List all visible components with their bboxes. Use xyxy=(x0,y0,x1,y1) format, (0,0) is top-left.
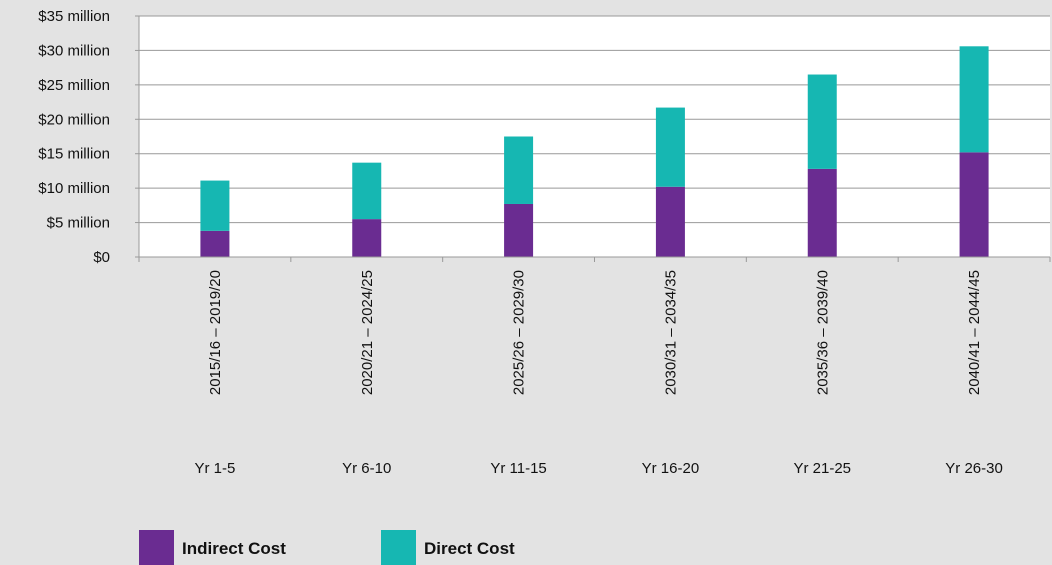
indirect-cost-bar xyxy=(959,152,989,257)
x-period-label: Yr 11-15 xyxy=(490,460,546,477)
legend-label: Indirect Cost xyxy=(182,539,286,558)
direct-cost-bar xyxy=(807,74,837,169)
indirect-cost-bar xyxy=(504,203,534,257)
x-tick-label: 2030/31 – 2034/35 xyxy=(662,270,679,395)
x-period-label: Yr 21-25 xyxy=(793,460,851,477)
y-tick-label: $35 million xyxy=(38,8,110,25)
direct-cost-bar xyxy=(655,107,685,187)
y-tick-label: $30 million xyxy=(38,42,110,59)
direct-cost-bar xyxy=(959,46,989,153)
indirect-cost-bar xyxy=(200,230,230,257)
x-period-label: Yr 6-10 xyxy=(342,460,391,477)
y-tick-label: $10 million xyxy=(38,180,110,197)
indirect-cost-bar xyxy=(352,219,382,257)
x-tick-label: 2020/21 – 2024/25 xyxy=(359,270,376,395)
x-period-label: Yr 16-20 xyxy=(642,460,700,477)
legend-label: Direct Cost xyxy=(424,539,515,558)
plot-area xyxy=(139,16,1050,257)
legend-swatch-direct xyxy=(381,530,416,565)
y-tick-label: $0 xyxy=(93,249,110,266)
x-tick-label: 2035/36 – 2039/40 xyxy=(814,270,831,395)
legend-swatch-indirect xyxy=(139,530,174,565)
x-tick-label: 2015/16 – 2019/20 xyxy=(207,270,224,395)
x-period-label: Yr 26-30 xyxy=(945,460,1003,477)
direct-cost-bar xyxy=(504,136,534,204)
direct-cost-bar xyxy=(352,162,382,220)
y-tick-label: $25 million xyxy=(38,77,110,94)
x-tick-label: 2025/26 – 2029/30 xyxy=(511,270,528,395)
x-tick-label: 2040/41 – 2044/45 xyxy=(966,270,983,395)
indirect-cost-bar xyxy=(807,168,837,257)
y-tick-label: $15 million xyxy=(38,146,110,163)
y-tick-label: $20 million xyxy=(38,111,110,128)
x-period-label: Yr 1-5 xyxy=(194,460,235,477)
indirect-cost-bar xyxy=(655,186,685,257)
y-tick-label: $5 million xyxy=(47,215,110,232)
direct-cost-bar xyxy=(200,180,230,231)
